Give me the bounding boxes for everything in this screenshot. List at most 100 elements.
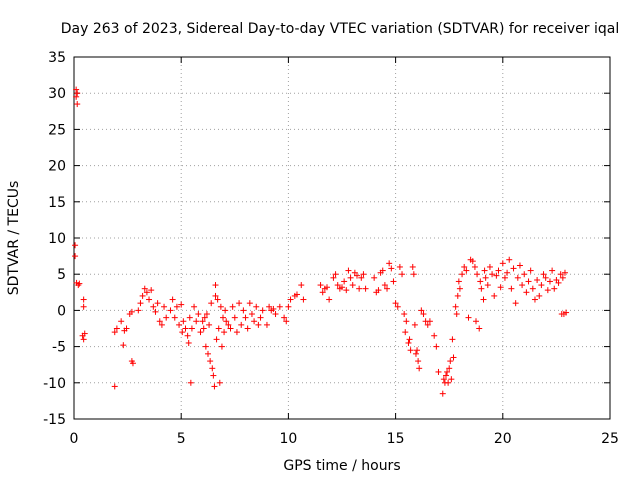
data-point: [386, 260, 393, 267]
data-point: [287, 296, 294, 303]
data-point: [525, 278, 532, 285]
x-axis-label: GPS time / hours: [283, 458, 400, 474]
data-point: [407, 347, 414, 354]
data-point: [452, 303, 459, 310]
data-point: [207, 358, 214, 365]
data-point: [334, 282, 341, 289]
data-point: [410, 271, 417, 278]
data-point: [332, 271, 339, 278]
y-tick-label: 25: [48, 122, 66, 138]
data-point: [72, 242, 79, 249]
data-point: [478, 285, 485, 292]
data-point: [401, 311, 408, 318]
data-point: [317, 282, 324, 289]
data-point: [450, 354, 457, 361]
data-point: [213, 336, 220, 343]
data-point: [362, 285, 369, 292]
data-point: [223, 318, 230, 325]
data-point: [266, 303, 273, 310]
data-point: [409, 263, 416, 270]
data-point: [227, 325, 234, 332]
data-point: [139, 292, 146, 299]
data-point: [229, 303, 236, 310]
data-point: [80, 303, 87, 310]
data-point: [233, 329, 240, 336]
data-point: [473, 318, 479, 325]
data-point: [173, 303, 180, 310]
data-point: [489, 271, 496, 278]
y-tick-label: 30: [48, 86, 66, 102]
data-point: [244, 325, 251, 332]
data-point: [80, 296, 87, 303]
data-point: [120, 342, 127, 349]
data-point: [236, 300, 243, 307]
data-point: [447, 358, 454, 365]
data-point: [339, 284, 345, 291]
data-point: [433, 343, 440, 350]
data-point: [506, 256, 513, 263]
data-point: [512, 300, 519, 307]
data-point: [185, 339, 192, 346]
data-point: [527, 267, 534, 274]
data-point: [375, 287, 382, 294]
data-point: [283, 318, 290, 325]
data-point: [225, 321, 232, 328]
data-point: [440, 376, 447, 383]
y-tick-label: 10: [48, 231, 66, 247]
data-point: [319, 289, 326, 296]
data-point: [193, 318, 200, 325]
data-point: [253, 303, 260, 310]
data-point: [178, 301, 185, 308]
data-point: [326, 296, 333, 303]
data-point: [482, 274, 489, 281]
data-point: [76, 280, 83, 287]
data-point: [497, 284, 504, 291]
data-point: [180, 318, 187, 325]
data-point: [129, 360, 136, 367]
data-point: [186, 314, 193, 321]
data-point: [231, 314, 238, 321]
data-point: [516, 262, 523, 269]
data-point: [420, 311, 427, 318]
data-point: [358, 274, 365, 281]
x-tick-label: 20: [494, 431, 512, 447]
data-point: [141, 285, 148, 292]
data-point: [471, 263, 478, 270]
data-point: [263, 321, 270, 328]
data-point: [218, 343, 225, 350]
data-point: [354, 272, 361, 279]
data-point: [212, 282, 219, 289]
data-point: [201, 314, 208, 321]
data-point: [394, 303, 401, 310]
data-point: [272, 311, 279, 318]
data-point: [152, 308, 159, 315]
data-point: [128, 308, 135, 315]
data-point: [521, 271, 528, 278]
data-point: [453, 311, 460, 318]
data-point: [202, 343, 209, 350]
data-point: [454, 292, 461, 299]
data-point: [300, 296, 307, 303]
data-point: [75, 282, 82, 289]
data-point: [73, 93, 80, 100]
data-point: [465, 314, 472, 321]
data-point: [330, 274, 337, 281]
data-point: [495, 267, 502, 274]
data-point: [439, 390, 446, 397]
data-point: [534, 276, 541, 283]
data-point: [217, 303, 224, 310]
y-tick-label: 15: [48, 195, 66, 211]
data-point: [200, 325, 207, 332]
data-points: [72, 86, 570, 397]
data-point: [561, 269, 568, 276]
data-point: [523, 289, 530, 296]
y-axis-label: SDTVAR / TECUs: [6, 181, 22, 296]
data-point: [179, 329, 186, 336]
chart-title: Day 263 of 2023, Sidereal Day-to-day VTE…: [61, 21, 619, 37]
data-point: [448, 376, 455, 383]
data-point: [80, 336, 87, 343]
data-point: [323, 284, 330, 291]
data-point: [551, 285, 558, 292]
data-point: [73, 86, 80, 93]
